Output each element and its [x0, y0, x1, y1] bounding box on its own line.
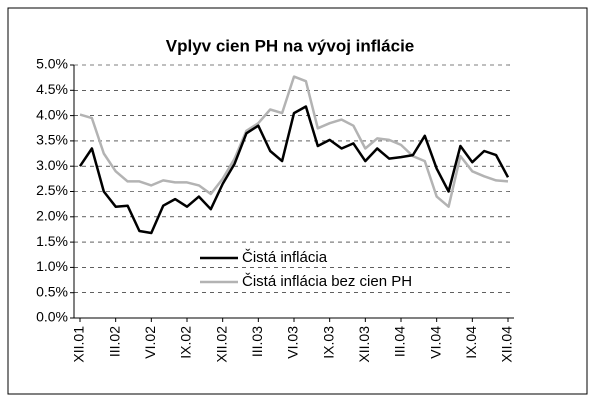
- x-tick-label: XII.01: [71, 326, 87, 363]
- series-line: [79, 75, 509, 208]
- y-tick-label: 0.0%: [36, 309, 68, 325]
- x-tick-label: VI.02: [142, 326, 158, 359]
- legend-label: Čistá inflácia bez cien PH: [242, 273, 412, 290]
- chart-frame: [7, 7, 588, 395]
- y-tick-label: 4.0%: [36, 106, 68, 122]
- y-tick-label: 1.5%: [36, 233, 68, 249]
- legend-label: Čistá inflácia: [242, 249, 328, 266]
- x-tick-label: III.03: [249, 326, 265, 357]
- chart-title: Vplyv cien PH na vývoj inflácie: [166, 36, 415, 55]
- series-line: [78, 105, 510, 235]
- x-tick-label: III.02: [106, 326, 122, 357]
- y-tick-label: 1.0%: [36, 258, 68, 274]
- y-tick-label: 3.5%: [36, 132, 68, 148]
- y-tick-label: 3.0%: [36, 157, 68, 173]
- x-tick-label: IX.02: [178, 326, 194, 359]
- y-tick-label: 2.0%: [36, 208, 68, 224]
- y-tick-label: 5.0%: [36, 56, 68, 72]
- x-tick-label: VI.03: [285, 326, 301, 359]
- y-tick-label: 4.5%: [36, 81, 68, 97]
- y-tick-label: 0.5%: [36, 283, 68, 299]
- x-tick-label: XII.04: [499, 326, 515, 363]
- x-tick-label: III.04: [392, 326, 408, 357]
- x-tick-label: XII.02: [213, 326, 229, 363]
- y-tick-label: 2.5%: [36, 182, 68, 198]
- x-tick-label: VI.04: [427, 326, 443, 359]
- x-tick-label: IX.03: [320, 326, 336, 359]
- x-tick-label: XII.03: [356, 326, 372, 363]
- x-tick-label: IX.04: [463, 326, 479, 359]
